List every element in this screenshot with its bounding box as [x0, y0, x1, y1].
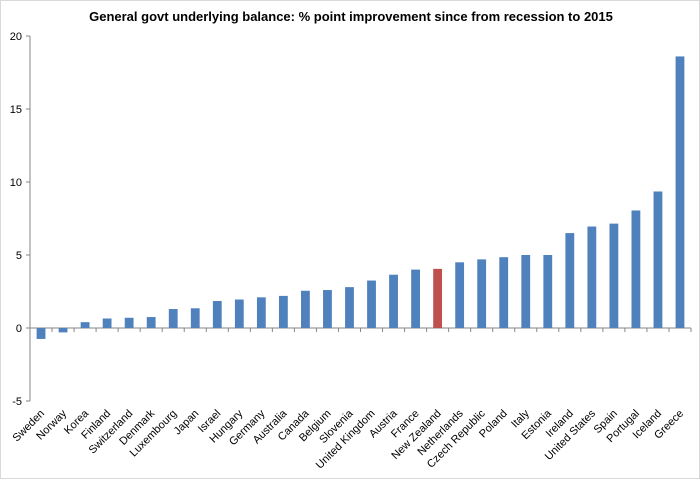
bar-iceland — [653, 191, 663, 328]
chart-title: General govt underlying balance: % point… — [89, 9, 613, 24]
bar-japan — [190, 308, 200, 328]
bar-united-kingdom — [367, 280, 376, 328]
y-tick-label: -5 — [12, 396, 22, 408]
bar-czech-republic — [477, 259, 487, 328]
bar-hungary — [234, 299, 244, 328]
bar-belgium — [323, 290, 332, 328]
bar-netherlands — [455, 262, 465, 328]
bar-israel — [212, 300, 222, 328]
bar-luxembourg — [168, 309, 178, 328]
bar-ireland — [565, 233, 575, 328]
bar-korea — [80, 322, 90, 328]
y-tick-label: 5 — [16, 250, 22, 262]
bar-greece — [675, 56, 685, 328]
bar-new-zealand — [433, 268, 443, 328]
bar-italy — [521, 255, 531, 328]
bar-australia — [278, 295, 288, 328]
bar-united-states — [587, 226, 597, 328]
y-tick-label: 0 — [16, 323, 22, 335]
y-tick-label: 20 — [10, 31, 22, 43]
bar-canada — [301, 290, 310, 328]
x-tick-label: Japan — [172, 408, 202, 438]
bar-estonia — [543, 255, 553, 328]
bar-sweden — [36, 328, 46, 339]
bar-austria — [389, 274, 398, 328]
bar-spain — [609, 223, 619, 328]
bar-switzerland — [124, 317, 134, 328]
bar-denmark — [146, 317, 156, 328]
bar-france — [411, 269, 420, 328]
bar-finland — [102, 318, 112, 328]
bar-slovenia — [345, 287, 354, 328]
bar-portugal — [631, 210, 641, 328]
y-tick-label: 15 — [10, 104, 22, 116]
bar-germany — [256, 297, 266, 328]
y-tick-label: 10 — [10, 177, 22, 189]
bar-poland — [499, 257, 509, 328]
bar-norway — [58, 328, 68, 333]
